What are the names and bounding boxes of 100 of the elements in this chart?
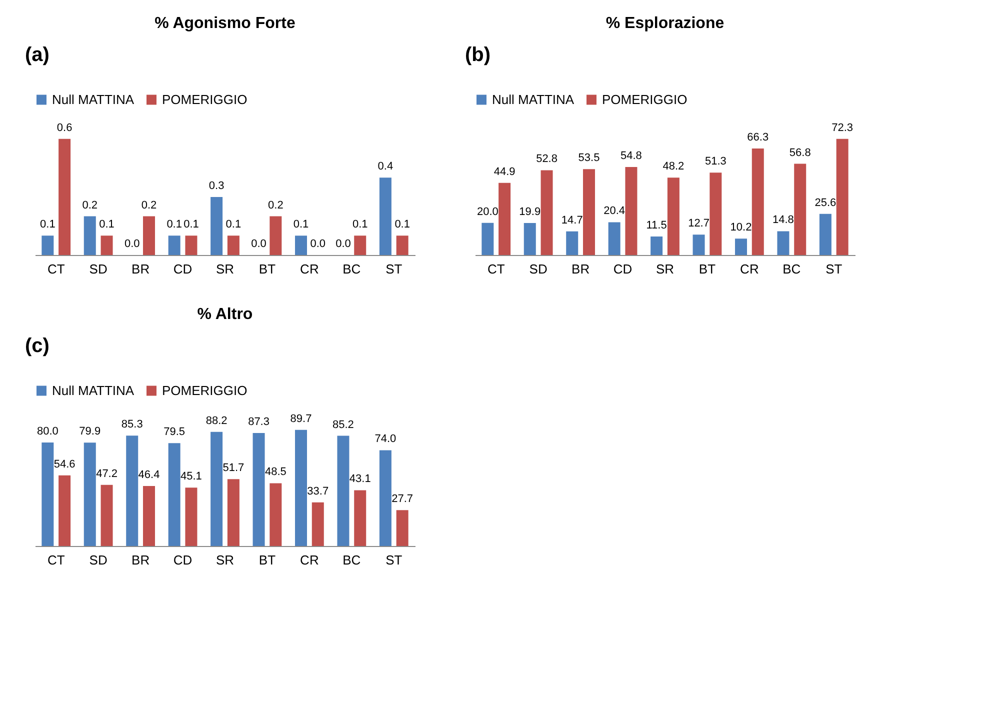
data-label: 20.4	[604, 205, 626, 218]
bar	[379, 178, 392, 255]
x-tick-label: BT	[258, 552, 276, 568]
data-label: 48.2	[662, 160, 684, 173]
bar	[692, 234, 705, 255]
data-label: 33.7	[307, 485, 329, 498]
data-label: 0.2	[141, 199, 157, 212]
x-tick-label: BC	[782, 262, 801, 276]
data-label: 0.0	[251, 238, 266, 250]
bar	[58, 475, 71, 546]
x-tick-label: SR	[656, 262, 674, 276]
bar	[84, 442, 96, 546]
bar	[482, 222, 494, 255]
data-label: 11.5	[646, 220, 667, 232]
bar	[270, 216, 282, 255]
data-label: 80.0	[36, 425, 58, 438]
chart-title: % Altro	[197, 306, 253, 323]
bar	[396, 510, 408, 546]
bar	[210, 196, 223, 255]
data-label: 51.3	[704, 156, 726, 168]
x-tick-label: CT	[487, 262, 505, 276]
x-tick-label: BR	[132, 262, 150, 276]
x-tick-label: SR	[216, 552, 234, 568]
bar	[270, 483, 282, 546]
x-tick-label: CT	[47, 262, 65, 276]
data-label: 43.1	[349, 473, 371, 486]
data-label: 25.6	[814, 196, 836, 209]
x-tick-label: SR	[216, 262, 234, 276]
x-tick-label: BT	[698, 262, 716, 276]
x-tick-label: CD	[613, 262, 632, 276]
data-label: 14.8	[772, 214, 794, 226]
bar	[295, 430, 307, 546]
bar	[42, 442, 54, 546]
data-label: 56.8	[789, 146, 811, 159]
x-tick-label: CR	[300, 262, 319, 276]
bar	[354, 490, 366, 546]
bar	[608, 222, 620, 255]
bar	[650, 236, 663, 255]
data-label: 14.7	[561, 214, 583, 226]
x-tick-label: CD	[173, 552, 192, 568]
bar	[396, 236, 408, 255]
bar	[710, 172, 722, 255]
bar	[42, 236, 54, 255]
x-tick-label: BR	[132, 552, 150, 568]
data-label: 66.3	[747, 132, 769, 144]
bar	[625, 167, 638, 255]
text: (a)	[25, 44, 50, 66]
data-label: 0.1	[394, 218, 410, 231]
data-label: 0.2	[268, 199, 284, 212]
bar	[794, 164, 806, 255]
bar	[752, 148, 764, 255]
bar	[540, 170, 553, 255]
legend-label: Null MATTINA	[492, 92, 574, 107]
bar	[126, 436, 138, 546]
data-label: 46.4	[138, 468, 160, 481]
bar	[777, 231, 790, 255]
data-label: 54.6	[54, 458, 76, 470]
x-tick-label: SD	[89, 552, 108, 568]
data-label: 88.2	[206, 414, 228, 427]
data-label: 10.2	[730, 222, 752, 234]
bar	[100, 236, 113, 255]
x-tick-label: CR	[300, 552, 319, 568]
data-label: 87.3	[248, 416, 270, 428]
chart-title: % Agonismo Forte	[154, 15, 296, 32]
data-label: 52.8	[536, 153, 558, 166]
legend-label: POMERIGGIO	[162, 92, 248, 107]
data-label: 54.8	[620, 150, 642, 162]
bar	[583, 169, 595, 255]
x-tick-label: CR	[740, 262, 759, 276]
bar	[295, 236, 307, 255]
data-label: 85.3	[121, 418, 143, 431]
data-label: 0.2	[82, 199, 98, 212]
data-label: 0.1	[352, 218, 368, 231]
legend-label: Null MATTINA	[52, 382, 134, 398]
x-tick-label: SD	[89, 262, 108, 276]
bar	[168, 236, 180, 255]
x-tick-label: SD	[529, 262, 548, 276]
legend-label: POMERIGGIO	[602, 92, 688, 107]
data-label: 0.6	[56, 122, 72, 134]
data-label: 0.1	[226, 218, 242, 231]
data-label: 0.1	[99, 218, 114, 231]
data-label: 85.2	[332, 418, 354, 431]
bar	[379, 450, 392, 546]
data-label: 45.1	[180, 470, 202, 483]
bar	[84, 216, 96, 255]
data-label: 47.2	[96, 468, 118, 480]
bar	[312, 502, 324, 546]
chart-title: % Esplorazione	[606, 15, 724, 32]
data-label: 0.0	[310, 238, 326, 250]
data-label: 74.0	[374, 433, 396, 446]
bar	[354, 236, 366, 255]
data-label: 0.0	[336, 238, 351, 250]
x-tick-label: BC	[342, 262, 361, 276]
data-label: 44.9	[494, 166, 516, 178]
x-tick-label: CT	[47, 552, 65, 568]
bar	[210, 432, 223, 546]
x-tick-label: BR	[572, 262, 590, 276]
x-tick-label: CD	[173, 262, 192, 276]
bar	[566, 231, 578, 255]
data-label: 0.1	[184, 218, 199, 231]
